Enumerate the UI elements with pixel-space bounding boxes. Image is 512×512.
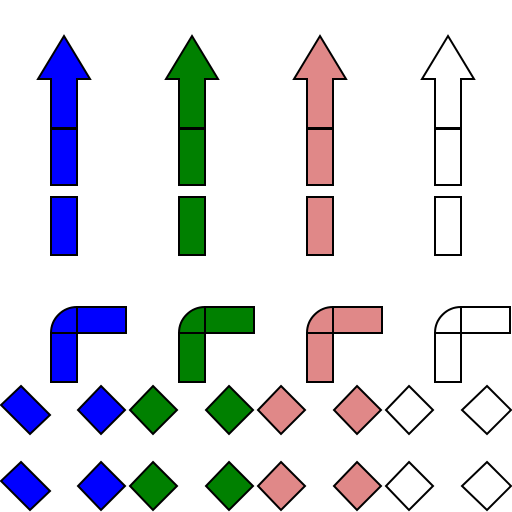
arrow-segment-middle — [178, 128, 206, 186]
arrow-column-blue — [36, 34, 92, 256]
corner-arm-horizontal — [76, 306, 127, 334]
arrow-head-icon — [36, 34, 92, 129]
arrow-segment-middle — [434, 128, 462, 186]
diagonal-tile — [332, 384, 383, 436]
corner-piece-white — [433, 305, 511, 383]
arrow-segment-middle — [306, 128, 334, 186]
corner-arm-horizontal — [332, 306, 383, 334]
diagonal-tile — [332, 460, 383, 512]
arrow-segment-bottom — [50, 196, 78, 256]
diagonal-tile — [460, 460, 512, 512]
diagonal-tile — [204, 460, 255, 512]
arrow-segment-bottom — [178, 196, 206, 256]
arrow-head-icon — [292, 34, 348, 129]
diagonal-tile — [256, 384, 307, 436]
corner-piece-pink — [305, 305, 383, 383]
corner-bend-icon — [49, 305, 78, 334]
arrow-head-icon — [164, 34, 220, 129]
arrow-column-white — [420, 34, 476, 256]
corner-piece-green — [177, 305, 255, 383]
arrow-segment-bottom — [306, 196, 334, 256]
diagonal-tile — [76, 460, 127, 512]
corner-arm-horizontal — [460, 306, 511, 334]
arrow-segment-middle — [50, 128, 78, 186]
diagonal-tile — [128, 460, 179, 512]
diagonal-tile — [384, 460, 435, 512]
corner-arm-vertical — [178, 332, 206, 383]
diagonal-row — [0, 460, 512, 512]
diagonal-tile — [76, 384, 127, 436]
arrow-head-icon — [420, 34, 476, 129]
corner-bend-icon — [433, 305, 462, 334]
arrow-column-green — [164, 34, 220, 256]
diagonal-tile — [384, 384, 435, 436]
corner-bend-icon — [177, 305, 206, 334]
arrow-segment-bottom — [434, 196, 462, 256]
corner-arm-horizontal — [204, 306, 255, 334]
diagonal-tile — [0, 460, 52, 512]
arrow-column-pink — [292, 34, 348, 256]
diagonal-tile — [460, 384, 512, 436]
diagonal-row — [0, 384, 512, 436]
corner-arm-vertical — [434, 332, 462, 383]
diagonal-tile — [128, 384, 179, 436]
diagonal-tile — [256, 460, 307, 512]
corner-piece-blue — [49, 305, 127, 383]
corner-bend-icon — [305, 305, 334, 334]
corner-arm-vertical — [306, 332, 334, 383]
diagonal-tile — [204, 384, 255, 436]
diagonal-tile — [0, 384, 52, 436]
corner-arm-vertical — [50, 332, 78, 383]
